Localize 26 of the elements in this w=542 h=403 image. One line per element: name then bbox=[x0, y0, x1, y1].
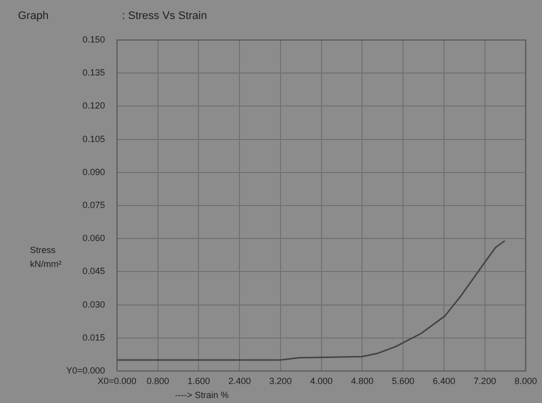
x-tick-label: 2.400 bbox=[228, 376, 251, 386]
x-tick-label: 1.600 bbox=[187, 376, 210, 386]
y-tick-label: 0.045 bbox=[82, 266, 105, 276]
chart-subtitle: : Stress Vs Strain bbox=[122, 10, 207, 22]
chart-title: Graph bbox=[18, 10, 49, 22]
y-tick-label: 0.150 bbox=[82, 34, 105, 44]
y-tick-label: 0.015 bbox=[82, 332, 105, 342]
x-tick-label: 4.800 bbox=[350, 376, 374, 386]
x-tick-label: X0=0.000 bbox=[98, 376, 136, 386]
y-tick-label: 0.030 bbox=[82, 299, 105, 310]
y-tick-label: 0.135 bbox=[82, 68, 105, 78]
x-tick-label: 0.800 bbox=[146, 376, 170, 386]
y-tick-label: 0.060 bbox=[82, 233, 105, 244]
y-tick-label: Y0=0.000 bbox=[66, 365, 105, 376]
x-tick-label: 5.600 bbox=[392, 376, 414, 386]
x-axis-title: ----> Strain % bbox=[175, 390, 229, 400]
x-tick-label: 6.400 bbox=[432, 376, 456, 386]
x-tick-label: 4.000 bbox=[310, 376, 333, 386]
y-tick-label: 0.075 bbox=[82, 200, 105, 210]
x-tick-label: 3.200 bbox=[269, 376, 292, 386]
x-tick-label: 8.000 bbox=[514, 376, 538, 386]
x-tick-label: 7.200 bbox=[474, 376, 496, 386]
y-tick-label: 0.105 bbox=[82, 134, 105, 144]
y-tick-label: 0.090 bbox=[82, 166, 105, 177]
y-axis-title: Stress kN/mm² bbox=[30, 245, 62, 269]
y-tick-label: 0.120 bbox=[82, 100, 105, 111]
